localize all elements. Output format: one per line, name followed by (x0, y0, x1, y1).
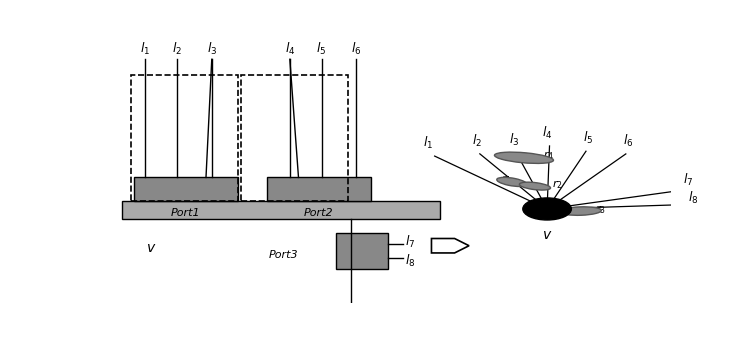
Ellipse shape (560, 207, 601, 215)
Ellipse shape (497, 177, 527, 187)
Text: $l_1$: $l_1$ (140, 41, 151, 57)
Text: $r_3$: $r_3$ (595, 203, 606, 216)
Text: $l_8$: $l_8$ (406, 253, 416, 269)
Ellipse shape (495, 152, 554, 163)
Text: $l_4$: $l_4$ (542, 125, 553, 141)
Text: $l_3$: $l_3$ (509, 132, 519, 148)
Text: $l_1$: $l_1$ (422, 135, 433, 151)
Text: $l_2$: $l_2$ (172, 41, 182, 57)
Bar (134, 177, 238, 201)
Circle shape (523, 198, 571, 220)
FancyArrow shape (431, 238, 469, 253)
Text: $l_7$: $l_7$ (683, 172, 693, 189)
Bar (241, 75, 348, 201)
Text: $v$: $v$ (542, 228, 552, 242)
Text: Port3: Port3 (269, 250, 298, 260)
Text: $l_6$: $l_6$ (351, 41, 362, 57)
Ellipse shape (519, 182, 551, 190)
Text: $r_1$: $r_1$ (501, 174, 513, 187)
Bar (122, 201, 440, 220)
Text: $l_5$: $l_5$ (583, 130, 593, 147)
Text: $l_5$: $l_5$ (316, 41, 327, 57)
Text: $r_2$: $r_2$ (552, 178, 562, 191)
Text: $l_8$: $l_8$ (689, 190, 699, 206)
Text: $l_7$: $l_7$ (406, 234, 416, 250)
Text: $v$: $v$ (146, 241, 156, 255)
Bar (336, 233, 388, 269)
Text: $l_4$: $l_4$ (284, 41, 295, 57)
Text: $l_2$: $l_2$ (472, 133, 482, 149)
Text: Port2: Port2 (304, 208, 333, 218)
Bar (131, 75, 238, 201)
Text: $r_4$: $r_4$ (543, 149, 554, 162)
Text: Port1: Port1 (171, 208, 201, 218)
Text: $l_6$: $l_6$ (624, 133, 634, 149)
Bar (267, 177, 371, 201)
Text: $l_3$: $l_3$ (207, 41, 217, 57)
